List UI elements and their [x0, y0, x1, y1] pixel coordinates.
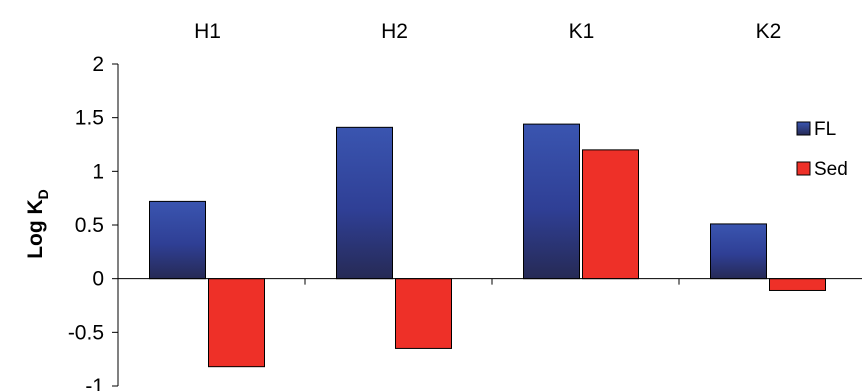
- bars: [149, 123, 826, 368]
- legend-swatch-fl: [796, 121, 811, 136]
- category-labels: H1 H2 K1 K2: [194, 20, 781, 43]
- y-tick-label: -0.5: [68, 321, 104, 344]
- bar-fl-h1: [149, 200, 206, 280]
- bar-sed-k1: [582, 149, 639, 280]
- bar-sed-h1: [208, 278, 265, 368]
- category-label: H2: [381, 20, 408, 43]
- bar-sed-h2: [395, 278, 452, 349]
- y-axis-label: Log KD: [24, 189, 51, 259]
- legend-swatch-sed: [796, 161, 811, 176]
- axes: [117, 64, 862, 386]
- y-tick-label: 2: [92, 53, 104, 76]
- category-label: H1: [194, 20, 221, 43]
- y-axis: 2 1.5 1 0.5 0 -0.5 -1: [68, 53, 118, 391]
- y-tick-label: -1: [85, 375, 104, 391]
- y-tick-label: 1.5: [75, 107, 104, 130]
- y-tick-label: 0: [92, 268, 104, 291]
- legend-label-sed: Sed: [814, 159, 848, 180]
- bar-fl-k1: [523, 123, 580, 280]
- bar-fl-k2: [710, 223, 767, 280]
- bar-sed-k2: [769, 278, 826, 291]
- bar-fl-h2: [336, 126, 393, 280]
- y-tick-label: 0.5: [75, 214, 104, 237]
- y-tick-label: 1: [92, 160, 104, 183]
- category-label: K1: [569, 20, 595, 43]
- legend: FL Sed: [796, 119, 848, 180]
- legend-label-fl: FL: [814, 119, 836, 140]
- category-label: K2: [756, 20, 782, 43]
